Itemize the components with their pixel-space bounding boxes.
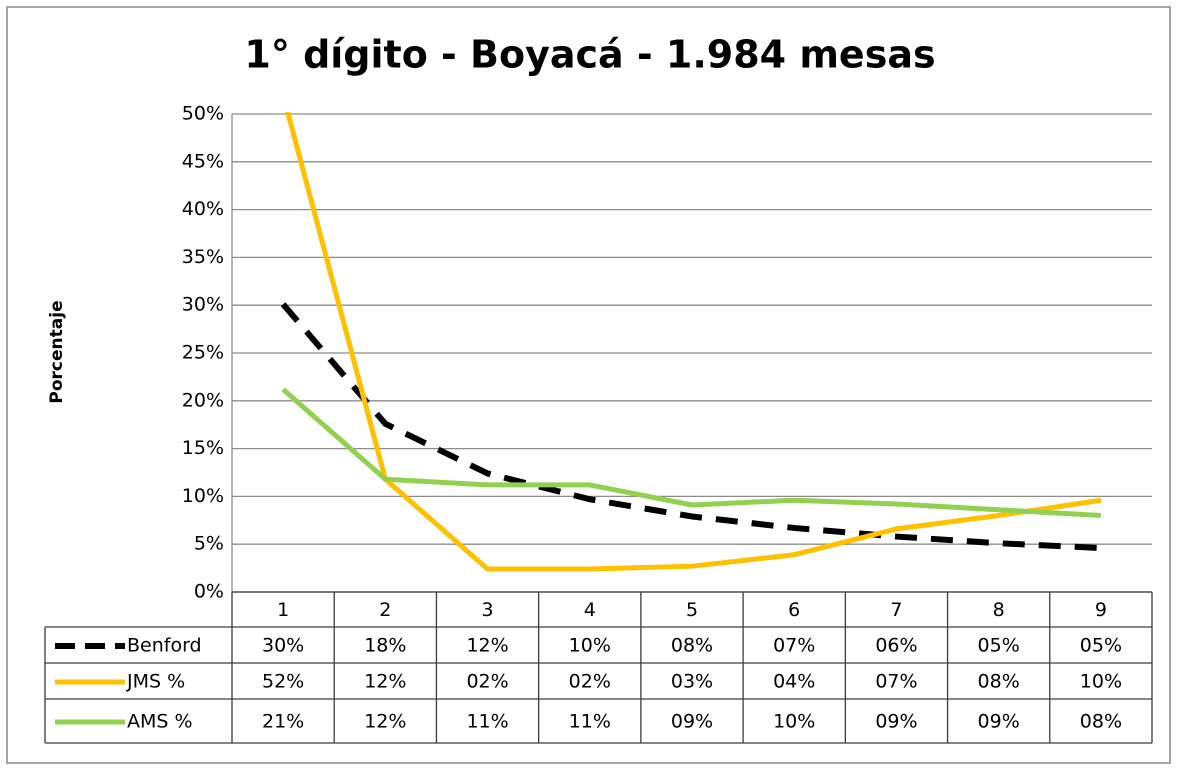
x-tick-label: 8 [993, 599, 1005, 621]
table-cell: 09% [978, 711, 1020, 733]
table-cell: 11% [466, 711, 508, 733]
x-tick-label: 7 [890, 599, 902, 621]
x-tick-label: 9 [1095, 599, 1107, 621]
series-line [285, 112, 1102, 572]
series-line [280, 302, 1102, 552]
table-cell: 10% [773, 711, 815, 733]
y-tick-label: 10% [182, 485, 224, 507]
x-tick-label: 5 [686, 599, 698, 621]
table-cell: 10% [1080, 671, 1122, 693]
table-cell: 07% [875, 671, 917, 693]
table-cell: 08% [671, 635, 713, 657]
y-axis-label: Porcentaje [47, 300, 67, 403]
chart-title: 1° dígito - Boyacá - 1.984 mesas [244, 33, 935, 77]
table-cell: 08% [1080, 711, 1122, 733]
chart-border [6, 6, 1171, 764]
y-tick-label: 20% [182, 389, 224, 411]
x-tick-label: 1 [277, 599, 289, 621]
y-tick-label: 50% [182, 103, 224, 125]
x-tick-label: 2 [379, 599, 391, 621]
table-cell: 07% [773, 635, 815, 657]
table-cell: 05% [1080, 635, 1122, 657]
table-cell: 12% [364, 711, 406, 733]
legend-label: AMS % [127, 711, 193, 733]
x-tick-label: 3 [482, 599, 494, 621]
table-cell: 18% [364, 635, 406, 657]
series-line [281, 387, 1102, 519]
x-tick-label: 6 [788, 599, 800, 621]
table-cell: 10% [569, 635, 611, 657]
table-cell: 02% [569, 671, 611, 693]
table-cell: 30% [262, 635, 304, 657]
table-cell: 09% [875, 711, 917, 733]
legend-label: Benford [127, 635, 202, 657]
table-cell: 12% [364, 671, 406, 693]
table-cell: 06% [875, 635, 917, 657]
table-cell: 03% [671, 671, 713, 693]
y-tick-label: 35% [182, 246, 224, 268]
y-tick-label: 25% [182, 342, 224, 364]
y-tick-label: 0% [194, 581, 224, 603]
y-tick-label: 45% [182, 150, 224, 172]
y-tick-label: 5% [194, 533, 224, 555]
table-cell: 09% [671, 711, 713, 733]
plot-lines [280, 112, 1102, 572]
table-cell: 11% [569, 711, 611, 733]
table-cell: 05% [978, 635, 1020, 657]
y-tick-label: 40% [182, 198, 224, 220]
table-cell: 21% [262, 711, 304, 733]
table-cell: 04% [773, 671, 815, 693]
y-tick-label: 30% [182, 294, 224, 316]
legend-label: JMS % [126, 671, 185, 693]
x-tick-label: 4 [584, 599, 596, 621]
table-cell: 52% [262, 671, 304, 693]
table-cell: 08% [978, 671, 1020, 693]
table-cell: 02% [466, 671, 508, 693]
table-cell: 12% [466, 635, 508, 657]
y-tick-label: 15% [182, 437, 224, 459]
